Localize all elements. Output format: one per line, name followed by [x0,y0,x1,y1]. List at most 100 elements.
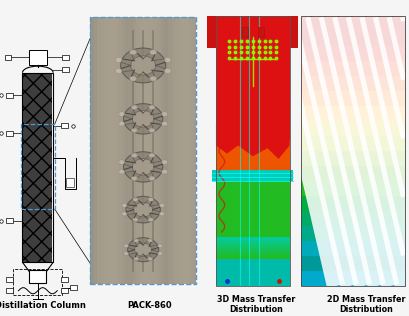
Circle shape [122,212,127,216]
Bar [301,91,405,106]
Bar [212,170,293,181]
Bar [216,237,290,240]
Circle shape [128,238,159,262]
Bar [94,17,97,284]
Bar [171,17,175,284]
Circle shape [134,257,139,261]
Bar [129,17,133,284]
Bar [258,27,264,37]
Circle shape [131,128,137,133]
Bar [90,17,196,284]
Bar [242,27,247,37]
Circle shape [159,204,164,207]
Bar [6,218,13,223]
Bar [150,17,154,284]
Bar [216,16,290,286]
Bar [216,140,290,173]
Bar [301,61,405,76]
Bar [301,271,405,286]
Circle shape [148,198,153,202]
Circle shape [149,153,155,158]
Circle shape [131,105,137,110]
Bar [90,17,94,284]
Bar [182,17,186,284]
Bar [216,178,290,237]
Bar [61,277,68,282]
Bar [179,17,182,284]
Circle shape [158,244,162,248]
Bar [61,288,68,293]
Circle shape [158,252,162,255]
Circle shape [159,212,164,216]
Bar [13,269,62,295]
Bar [164,17,168,284]
Polygon shape [216,124,290,159]
Bar [21,124,55,209]
Circle shape [121,48,166,83]
Bar [301,256,405,271]
Bar [29,50,47,65]
Bar [6,277,13,282]
Bar [62,55,69,60]
Bar [175,17,179,284]
Bar [216,240,290,243]
Circle shape [162,169,168,174]
Circle shape [133,159,154,175]
Bar [186,17,189,284]
Text: PACK-860: PACK-860 [127,301,172,310]
Bar [139,17,143,284]
Bar [207,16,299,48]
Bar [157,17,161,284]
Circle shape [124,104,163,134]
Circle shape [135,243,152,256]
Bar [6,288,13,293]
Bar [104,17,108,284]
Circle shape [148,239,153,242]
Circle shape [119,121,125,126]
Circle shape [150,50,157,55]
Bar [62,67,69,72]
Bar [216,16,290,145]
Bar [126,17,129,284]
Bar [301,136,405,151]
Bar [168,17,171,284]
Bar [301,16,405,31]
Circle shape [164,68,171,74]
Bar [122,17,126,284]
Bar [6,93,13,98]
Bar [301,16,405,286]
Circle shape [124,252,128,255]
Bar [216,251,290,253]
Circle shape [124,244,128,248]
Bar [70,285,77,290]
Circle shape [131,56,155,75]
Circle shape [149,105,155,110]
Bar [5,55,11,60]
Bar [22,73,53,262]
Circle shape [134,202,153,217]
Bar [216,243,290,246]
Circle shape [131,153,137,158]
Bar [147,17,150,284]
Bar [193,17,196,284]
Bar [108,17,111,284]
Bar [301,211,405,226]
Circle shape [133,198,138,202]
Circle shape [119,160,125,164]
Bar [136,17,139,284]
Bar [66,178,74,187]
Bar [301,121,405,136]
Bar [301,106,405,121]
Circle shape [119,112,125,116]
Bar [29,270,46,283]
Bar [111,17,115,284]
Bar [301,46,405,61]
Circle shape [130,50,136,55]
Bar [301,196,405,211]
Bar [216,246,290,248]
Circle shape [164,57,171,63]
Circle shape [162,112,168,116]
Bar [6,131,13,136]
Bar [301,181,405,196]
Circle shape [133,218,138,222]
